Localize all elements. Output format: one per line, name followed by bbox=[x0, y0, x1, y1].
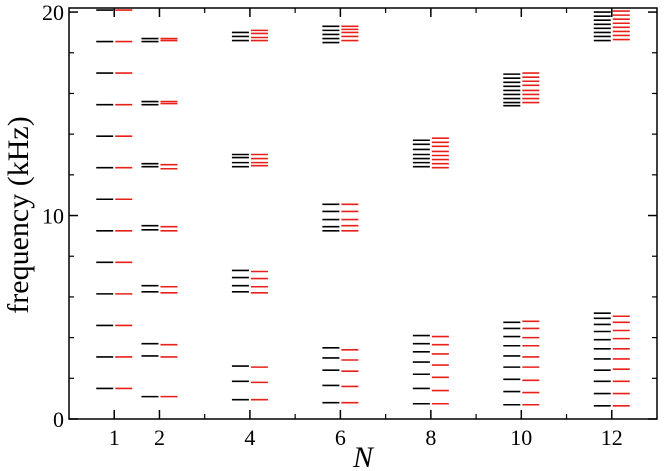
data-marks bbox=[96, 9, 630, 407]
x-tick-label: 6 bbox=[335, 425, 346, 450]
y-tick-label: 20 bbox=[42, 0, 64, 25]
x-tick-label: 2 bbox=[154, 425, 165, 450]
series-0 bbox=[96, 9, 611, 407]
axis-ticks bbox=[69, 8, 657, 420]
x-tick-label: 1 bbox=[109, 425, 120, 450]
x-axis-label: N bbox=[352, 441, 375, 471]
x-tick-label: 10 bbox=[510, 425, 532, 450]
x-tick-label: 8 bbox=[425, 425, 436, 450]
y-tick-label: 0 bbox=[53, 407, 64, 432]
y-tick-label: 10 bbox=[42, 204, 64, 229]
x-tick-label: 4 bbox=[244, 425, 255, 450]
x-tick-label: 12 bbox=[601, 425, 623, 450]
plot-frame bbox=[68, 7, 658, 420]
series-1 bbox=[115, 9, 630, 407]
y-axis-label: frequency (kHz) bbox=[2, 116, 35, 313]
